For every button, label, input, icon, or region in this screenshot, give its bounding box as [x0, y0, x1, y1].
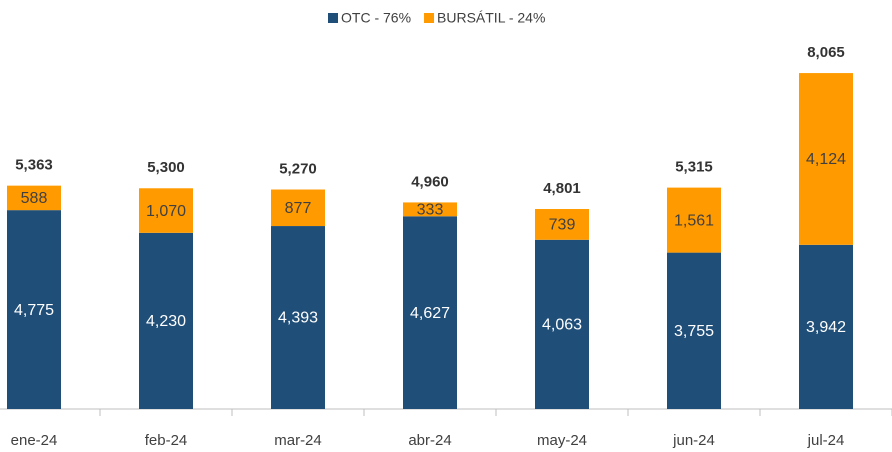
bar-segment: [799, 244, 853, 409]
bar-segment: [535, 239, 589, 409]
data-label: 333: [417, 202, 444, 219]
data-label: 4,627: [410, 305, 450, 322]
x-tick-label: abr-24: [408, 432, 451, 449]
data-label: 4,775: [14, 302, 54, 319]
legend-label: OTC - 76%: [341, 10, 411, 26]
data-label: 3,942: [806, 319, 846, 336]
bar-segment: [139, 188, 193, 233]
x-tick-label: may-24: [537, 432, 587, 449]
total-label: 4,801: [543, 180, 581, 197]
x-tick-label: ene-24: [11, 432, 58, 449]
bar-segment: [403, 202, 457, 217]
total-label: 8,065: [807, 44, 845, 61]
legend-label: BURSÁTIL - 24%: [437, 10, 545, 26]
x-tick-label: jun-24: [672, 432, 715, 449]
bar-segment: [271, 226, 325, 409]
data-label: 877: [285, 200, 312, 217]
data-label: 1,070: [146, 203, 186, 220]
data-label: 4,230: [146, 313, 186, 330]
bar-segment: [7, 185, 61, 211]
total-label: 4,960: [411, 173, 449, 190]
total-label: 5,315: [675, 159, 713, 176]
bar-segment: [667, 187, 721, 253]
bar-segment: [799, 73, 853, 245]
data-label: 3,755: [674, 323, 714, 340]
legend-swatch: [424, 13, 435, 23]
data-label: 739: [549, 217, 576, 234]
x-tick-label: mar-24: [274, 432, 322, 449]
data-label: 4,393: [278, 310, 318, 327]
bar-segment: [7, 210, 61, 409]
data-label: 4,124: [806, 151, 846, 168]
total-label: 5,363: [15, 157, 53, 174]
total-label: 5,270: [279, 160, 317, 177]
bar-segment: [271, 189, 325, 227]
x-tick-label: feb-24: [145, 432, 188, 449]
total-label: 5,300: [147, 159, 185, 176]
data-label: 4,063: [542, 317, 582, 334]
bar-segment: [403, 216, 457, 409]
data-label: 588: [21, 190, 48, 207]
legend-swatch: [328, 13, 338, 23]
bar-segment: [667, 252, 721, 409]
x-tick-label: jul-24: [807, 432, 845, 449]
bar-segment: [535, 209, 589, 240]
data-label: 1,561: [674, 212, 714, 229]
bar-segment: [139, 232, 193, 409]
